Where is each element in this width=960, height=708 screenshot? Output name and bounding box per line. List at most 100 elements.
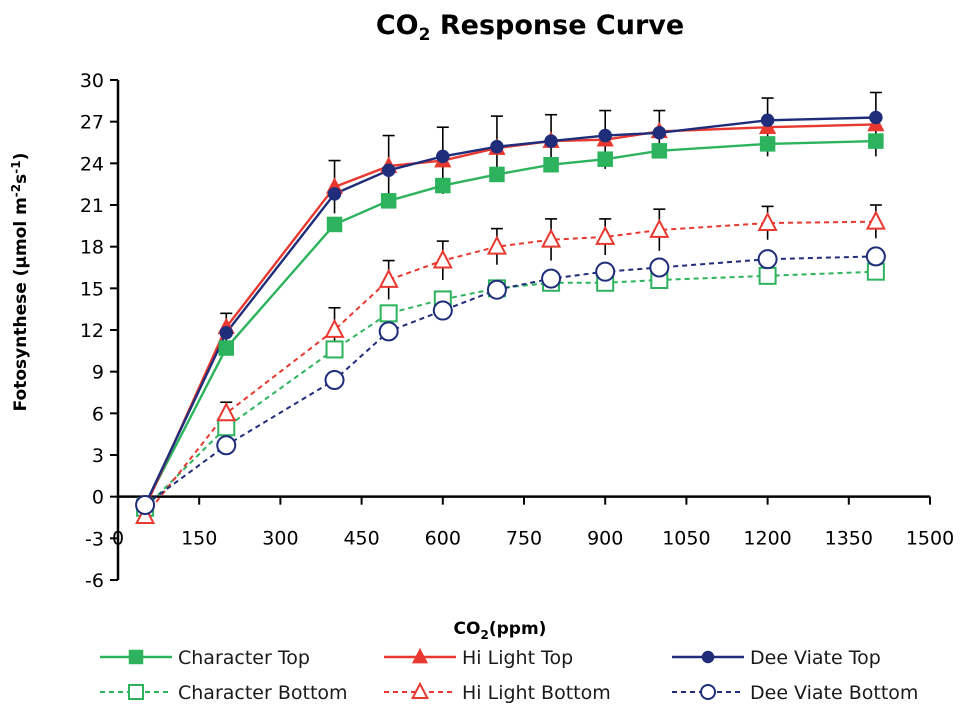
legend-marker [700, 684, 716, 700]
data-point [757, 249, 778, 270]
data-point [869, 110, 883, 125]
legend-marker [128, 649, 144, 665]
plot-axes [116, 80, 930, 580]
data-point [325, 340, 344, 359]
data-point [652, 126, 667, 140]
legend-item-hi-light-bottom: Hi Light Bottom [384, 681, 611, 704]
data-point [324, 370, 345, 390]
data-point [489, 166, 505, 183]
y-tick-label: 15 [80, 278, 104, 300]
data-point [432, 300, 453, 321]
data-point [379, 304, 398, 323]
y-tick-label: -6 [85, 570, 104, 592]
series-line-character-bottom [144, 270, 876, 509]
data-point [219, 326, 234, 340]
x-axis-title: CO2(ppm) [454, 619, 547, 642]
legend-label: Character Bottom [178, 682, 348, 704]
series-line-dee-viate-top [143, 116, 876, 506]
legend-label: Dee Viate Bottom [750, 682, 918, 704]
data-point [541, 268, 562, 289]
data-point [486, 235, 507, 255]
chart-title: CO2 Response Curve [376, 10, 684, 45]
y-tick-label: 27 [80, 112, 104, 134]
series-points-character-bottom [136, 262, 885, 517]
y-axis-title: Fotosynthese (µmol m-2s-1) [9, 153, 31, 412]
series-layer [135, 91, 886, 525]
data-point [216, 435, 237, 456]
data-point [216, 401, 237, 422]
x-tick-label: 750 [506, 528, 542, 550]
data-point [649, 218, 670, 238]
y-axis-ticks: -6 -3 0 3 6 9 12 15 18 21 24 27 30 [80, 70, 118, 592]
data-point [868, 133, 884, 149]
legend-item-hi-light-top: Hi Light Top [384, 647, 573, 669]
legend-item-dee-viate-bottom: Dee Viate Bottom [672, 682, 918, 704]
series-points-character-top [137, 133, 884, 513]
legend-marker [701, 650, 715, 664]
data-point [649, 257, 670, 278]
y-tick-label: 24 [80, 153, 104, 175]
legend-label: Character Top [178, 647, 310, 669]
legend-label: Dee Viate Top [750, 647, 881, 669]
data-point [757, 211, 778, 231]
legend-marker [411, 681, 429, 700]
x-tick-label: 1200 [743, 528, 791, 550]
series-line-dee-viate-bottom [144, 255, 876, 506]
data-point [597, 151, 613, 167]
data-point [543, 156, 559, 173]
data-point [380, 193, 397, 209]
data-point [541, 228, 562, 248]
data-point [759, 136, 776, 152]
data-point [595, 261, 616, 282]
legend-item-character-top: Character Top [100, 647, 310, 669]
error-bars-hi-light-top [220, 91, 882, 342]
series-line-character-top [144, 139, 876, 506]
data-point [651, 143, 668, 159]
series-points-hi-light-top [136, 114, 885, 515]
x-tick-label: 1500 [906, 528, 954, 550]
x-tick-label: 600 [425, 528, 461, 550]
data-point [544, 134, 558, 148]
x-tick-label: 450 [343, 528, 379, 550]
data-point [217, 418, 236, 437]
data-point [432, 249, 453, 269]
legend: Character Top Hi Light Top Dee Viate Top Ch… [100, 647, 918, 704]
data-point [326, 216, 343, 233]
data-point [327, 187, 342, 201]
x-tick-label: 1050 [662, 528, 710, 550]
data-point [595, 225, 616, 245]
data-point [486, 279, 507, 300]
x-tick-label: 300 [262, 528, 298, 550]
legend-label: Hi Light Bottom [462, 682, 611, 704]
y-tick-label: 18 [80, 237, 104, 259]
series-points-hi-light-bottom [135, 210, 886, 525]
y-tick-label: -3 [85, 528, 104, 550]
legend-item-dee-viate-top: Dee Viate Top [672, 647, 881, 669]
data-point [758, 266, 777, 285]
y-tick-label: 21 [80, 195, 104, 217]
data-point [135, 495, 156, 515]
legend-label: Hi Light Top [462, 647, 573, 669]
data-point [218, 340, 235, 356]
legend-marker [128, 684, 144, 700]
y-tick-label: 0 [92, 487, 104, 509]
data-point [378, 321, 399, 342]
y-tick-label: 30 [80, 70, 104, 92]
y-tick-label: 9 [92, 362, 104, 384]
data-point [435, 177, 451, 194]
y-tick-label: 3 [92, 445, 104, 467]
x-tick-label: 150 [181, 528, 217, 550]
data-point [436, 149, 450, 164]
data-point [598, 128, 612, 143]
legend-item-character-bottom: Character Bottom [100, 682, 348, 704]
y-tick-label: 12 [80, 320, 104, 342]
data-point [378, 268, 399, 288]
x-tick-label: 900 [587, 528, 623, 550]
data-point [490, 139, 504, 154]
data-point [760, 113, 775, 128]
data-point [381, 163, 396, 178]
x-tick-label: 1350 [825, 528, 873, 550]
x-axis-ticks: 0 150 300 450 600 750 900 1050 1200 1350 1500 [112, 496, 954, 550]
data-point [324, 318, 345, 338]
